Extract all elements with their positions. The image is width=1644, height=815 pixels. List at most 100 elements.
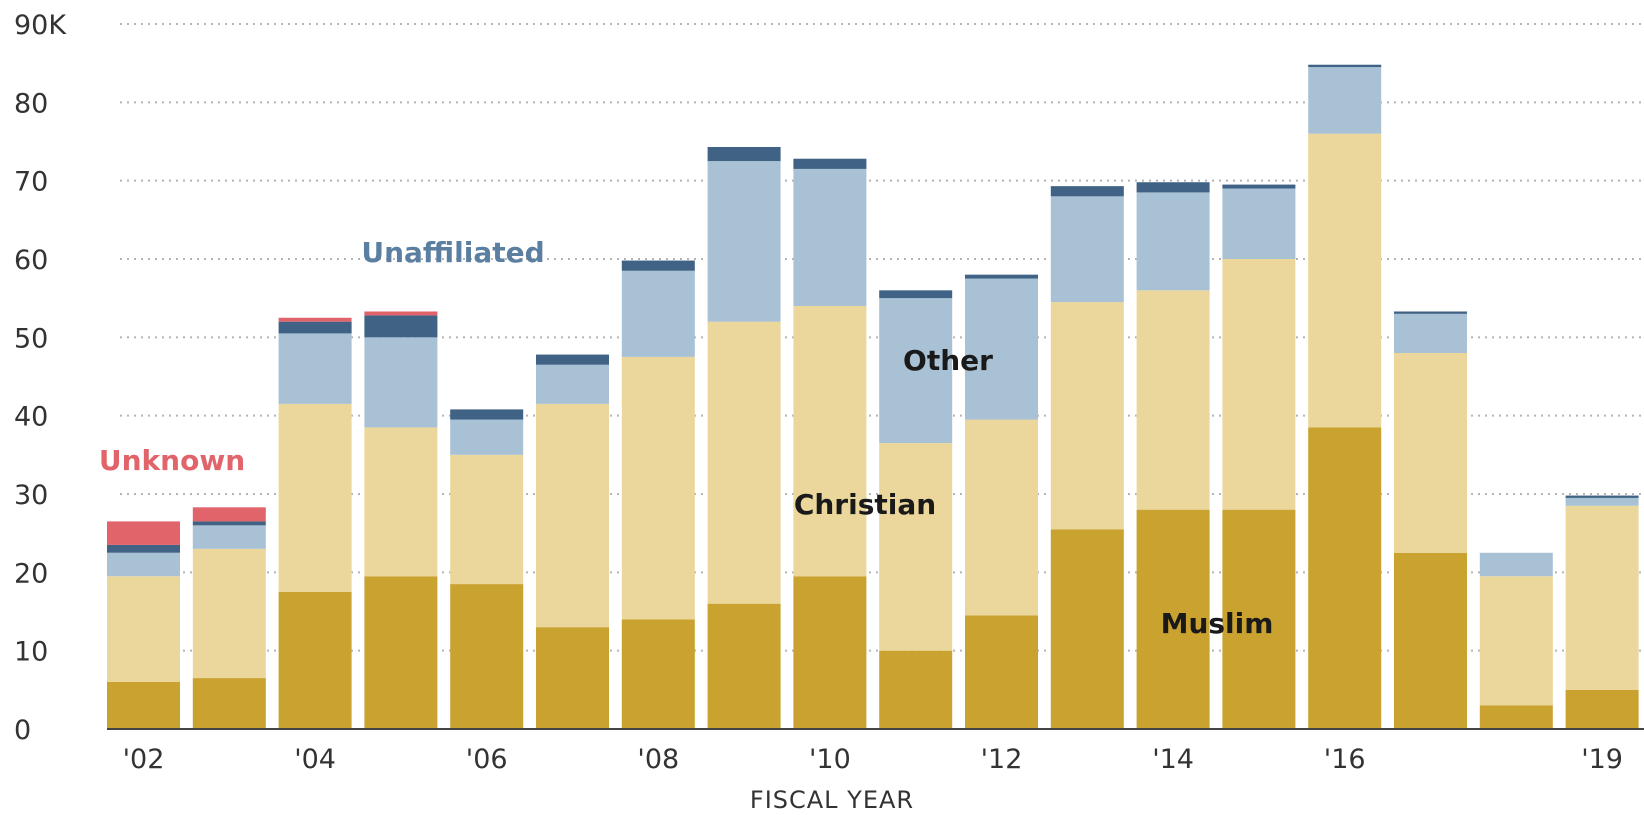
bar-segment-unaffiliated	[1565, 495, 1639, 498]
bar-segment-unaffiliated	[450, 409, 524, 420]
bar-segment-unaffiliated	[364, 315, 438, 338]
bar-segment-christian	[1565, 505, 1639, 690]
bar-segment-christian	[450, 454, 524, 585]
bar-segment-other	[1394, 313, 1467, 353]
bar-segment-other	[1308, 67, 1382, 134]
x-tick-label: '04	[294, 744, 336, 775]
annotation-other: Other	[903, 344, 993, 377]
bar-segment-christian	[879, 443, 953, 651]
bar-segment-other	[1479, 552, 1553, 577]
bar-segment-christian	[1222, 259, 1296, 510]
bar-segment-muslim	[536, 627, 609, 729]
bar-segment-unknown	[364, 311, 438, 316]
x-tick-label: '06	[466, 744, 508, 775]
bar-segment-christian	[793, 306, 867, 577]
bars	[107, 64, 1644, 730]
bar-segment-christian	[364, 427, 438, 577]
bar-segment-muslim	[1136, 509, 1210, 729]
x-tick-label: '19	[1581, 744, 1623, 775]
x-tick-label: '08	[637, 744, 679, 775]
bar-segment-christian	[965, 419, 1038, 616]
x-tick-label: '16	[1324, 744, 1366, 775]
bar-segment-unaffiliated	[192, 521, 266, 526]
bar-segment-other	[107, 552, 180, 577]
y-tick-label: 60	[14, 245, 48, 276]
y-tick-label: 70	[14, 167, 48, 198]
bar-segment-christian	[278, 403, 352, 592]
annotation-christian: Christian	[794, 488, 936, 521]
x-tick-label: '02	[123, 744, 165, 775]
bar-segment-unaffiliated	[793, 158, 867, 169]
bar-segment-muslim	[965, 615, 1038, 729]
x-tick-label: '14	[1152, 744, 1194, 775]
bar-segment-unaffiliated	[536, 354, 609, 365]
y-tick-label: 50	[14, 323, 48, 354]
bar-segment-other	[707, 161, 781, 322]
bar-segment-muslim	[1050, 529, 1124, 729]
bar-segment-christian	[1479, 576, 1553, 706]
bar-segment-unaffiliated	[879, 290, 953, 299]
y-tick-label: 20	[14, 558, 48, 589]
y-tick-label: 0	[14, 715, 31, 746]
bar-segment-christian	[1050, 302, 1124, 530]
bar-segment-christian	[707, 321, 781, 604]
bar-segment-muslim	[450, 584, 524, 729]
bar-segment-other	[364, 337, 438, 428]
bar-segment-muslim	[621, 619, 695, 729]
annotation-muslim: Muslim	[1161, 607, 1274, 640]
bar-segment-unaffiliated	[1394, 311, 1467, 314]
bar-segment-muslim	[879, 650, 953, 729]
bar-segment-muslim	[364, 576, 438, 729]
bar-segment-unaffiliated	[707, 146, 781, 162]
bar-segment-other	[450, 419, 524, 455]
bar-segment-other	[536, 364, 609, 404]
y-tick-label: 30	[14, 480, 48, 511]
bar-segment-unaffiliated	[1050, 186, 1124, 197]
bar-segment-unaffiliated	[965, 274, 1038, 279]
bar-segment-other	[793, 168, 867, 306]
bar-segment-muslim	[192, 678, 266, 729]
bar-segment-muslim	[1565, 689, 1639, 729]
bar-segment-christian	[107, 576, 180, 682]
bar-segment-unaffiliated	[621, 260, 695, 271]
annotation-unaffiliated: Unaffiliated	[361, 236, 544, 269]
y-tick-label: 40	[14, 402, 48, 433]
bar-segment-unaffiliated	[1222, 184, 1296, 189]
bar-segment-christian	[192, 548, 266, 679]
bar-segment-unknown	[107, 521, 180, 545]
bar-segment-unknown	[278, 317, 352, 322]
bar-segment-other	[621, 270, 695, 357]
bar-segment-muslim	[278, 591, 352, 729]
bar-segment-unaffiliated	[278, 321, 352, 334]
bar-segment-other	[278, 333, 352, 404]
annotation-unknown: Unknown	[99, 444, 245, 477]
x-tick-label: '10	[809, 744, 851, 775]
y-axis-ticks: 0 10 20 30 40 50 60 70 80 90K	[14, 10, 67, 746]
bar-segment-other	[1136, 192, 1210, 291]
bar-segment-muslim	[1479, 705, 1553, 729]
bar-segment-christian	[1136, 290, 1210, 510]
bar-segment-christian	[1308, 133, 1382, 428]
bar-segment-other	[1050, 196, 1124, 303]
bar-segment-muslim	[1222, 509, 1296, 729]
bar-segment-muslim	[793, 576, 867, 729]
y-tick-label: 90K	[14, 10, 67, 41]
x-axis-ticks: '02 '04 '06 '08 '10 '12 '14 '16 '19	[123, 744, 1623, 775]
y-tick-label: 80	[14, 88, 48, 119]
bar-segment-muslim	[707, 603, 781, 729]
bar-segment-unaffiliated	[1136, 182, 1210, 193]
bar-segment-muslim	[1308, 427, 1382, 729]
bar-segment-muslim	[1394, 552, 1467, 729]
bar-segment-christian	[1394, 353, 1467, 553]
bar-segment-christian	[621, 356, 695, 620]
bar-segment-other	[1222, 188, 1296, 259]
y-tick-label: 10	[14, 637, 48, 668]
bar-segment-unknown	[192, 507, 266, 522]
bar-segment-unaffiliated	[107, 544, 180, 553]
bar-segment-other	[192, 525, 266, 549]
x-axis-title: FISCAL YEAR	[750, 786, 914, 814]
bar-segment-other	[1565, 497, 1639, 506]
bar-segment-other	[965, 278, 1038, 420]
bar-segment-muslim	[107, 682, 180, 729]
